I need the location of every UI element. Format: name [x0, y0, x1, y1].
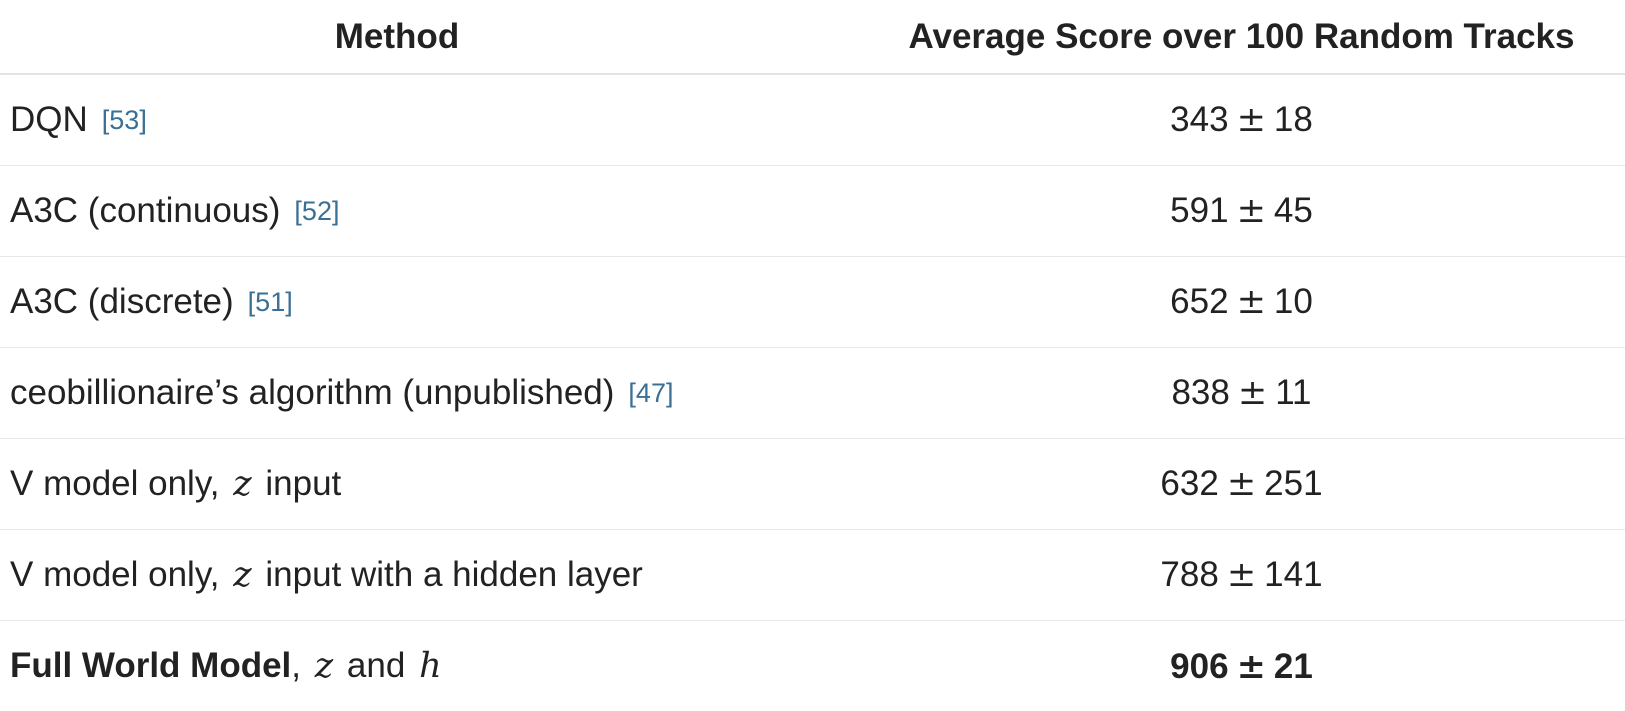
- plus-minus-symbol: ±: [1229, 646, 1274, 687]
- variable-z: z: [311, 646, 337, 686]
- separator-comma: ,: [291, 646, 301, 685]
- score-std: 11: [1275, 373, 1311, 412]
- method-cell: A3C (discrete) [51]: [0, 257, 810, 348]
- method-name: V model only,: [10, 555, 219, 594]
- method-cell: A3C (continuous) [52]: [0, 166, 810, 257]
- method-name: Full World Model: [10, 646, 291, 685]
- table-row: V model only, z input 632±251: [0, 439, 1625, 530]
- method-name: A3C (discrete): [10, 282, 234, 321]
- table-row: ceobillionaire’s algorithm (unpublished)…: [0, 348, 1625, 439]
- score-std: 45: [1274, 191, 1313, 230]
- score-cell: 343±18: [810, 74, 1625, 166]
- method-name-suffix: input with a hidden layer: [265, 555, 642, 594]
- method-cell: Full World Model, z and h: [0, 621, 810, 711]
- citation-link[interactable]: [53]: [102, 105, 147, 135]
- method-cell: ceobillionaire’s algorithm (unpublished)…: [0, 348, 810, 439]
- header-row: Method Average Score over 100 Random Tra…: [0, 0, 1625, 74]
- plus-minus-symbol: ±: [1229, 282, 1274, 322]
- score-mean: 343: [1170, 100, 1228, 139]
- score-mean: 838: [1171, 373, 1229, 412]
- score-cell: 591±45: [810, 166, 1625, 257]
- table-row: A3C (continuous) [52] 591±45: [0, 166, 1625, 257]
- plus-minus-symbol: ±: [1229, 191, 1274, 231]
- plus-minus-symbol: ±: [1229, 100, 1274, 140]
- conjunction: and: [347, 646, 405, 685]
- table-row: V model only, z input with a hidden laye…: [0, 530, 1625, 621]
- score-mean: 906: [1170, 647, 1228, 686]
- citation-link[interactable]: [47]: [628, 378, 673, 408]
- plus-minus-symbol: ±: [1230, 373, 1275, 413]
- score-cell: 652±10: [810, 257, 1625, 348]
- method-column-header: Method: [0, 0, 810, 74]
- method-name: V model only,: [10, 464, 219, 503]
- table-row: Full World Model, z and h 906±21: [0, 621, 1625, 711]
- score-cell: 838±11: [810, 348, 1625, 439]
- score-std: 18: [1274, 100, 1313, 139]
- citation-link[interactable]: [52]: [294, 196, 339, 226]
- variable-z: z: [229, 555, 255, 595]
- method-name: DQN: [10, 100, 88, 139]
- method-cell: DQN [53]: [0, 74, 810, 166]
- score-std: 10: [1274, 282, 1313, 321]
- method-name: A3C (continuous): [10, 191, 280, 230]
- score-std: 141: [1264, 555, 1322, 594]
- score-cell: 632±251: [810, 439, 1625, 530]
- plus-minus-symbol: ±: [1219, 464, 1264, 504]
- method-cell: V model only, z input with a hidden laye…: [0, 530, 810, 621]
- plus-minus-symbol: ±: [1219, 555, 1264, 595]
- method-name: ceobillionaire’s algorithm (unpublished): [10, 373, 614, 412]
- method-cell: V model only, z input: [0, 439, 810, 530]
- score-mean: 591: [1170, 191, 1228, 230]
- score-cell: 906±21: [810, 621, 1625, 711]
- score-std: 251: [1264, 464, 1322, 503]
- score-mean: 652: [1170, 282, 1228, 321]
- score-column-header: Average Score over 100 Random Tracks: [810, 0, 1625, 74]
- method-name-suffix: input: [265, 464, 341, 503]
- score-mean: 788: [1160, 555, 1218, 594]
- variable-h: h: [415, 646, 446, 686]
- citation-link[interactable]: [51]: [248, 287, 293, 317]
- score-mean: 632: [1160, 464, 1218, 503]
- score-std: 21: [1274, 647, 1313, 686]
- table-row: DQN [53] 343±18: [0, 74, 1625, 166]
- table-row: A3C (discrete) [51] 652±10: [0, 257, 1625, 348]
- variable-z: z: [229, 464, 255, 504]
- score-cell: 788±141: [810, 530, 1625, 621]
